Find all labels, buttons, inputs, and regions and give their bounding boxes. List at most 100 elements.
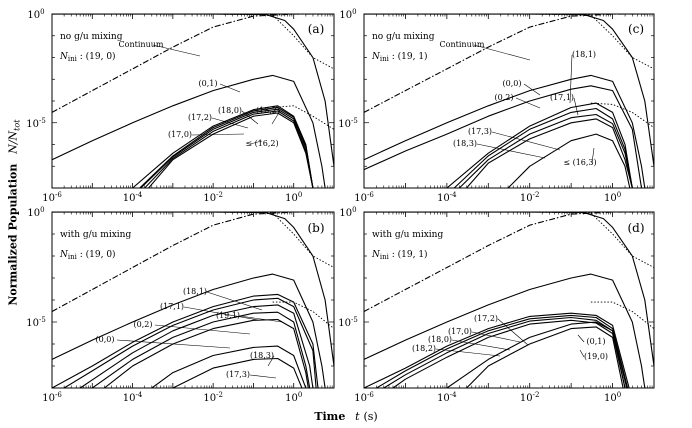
chart-panel-d: 10-6 10-4 10-2 100 100 10-5 with g/u mixing Nin… xyxy=(338,206,655,404)
x-tick-label: 10-4 xyxy=(437,391,457,404)
series-top-curve xyxy=(364,212,654,367)
leader-line xyxy=(154,324,251,335)
panel-label: (a) xyxy=(308,22,325,36)
panel-note-initial: Nini : (19, 1) xyxy=(371,249,428,261)
leader-line xyxy=(471,331,521,343)
series-18-3 xyxy=(151,345,307,388)
panel-note-mixing: with g/u mixing xyxy=(60,230,131,240)
series-17-0 xyxy=(376,314,629,388)
series-dotted-tail xyxy=(590,301,654,329)
x-tick-label: 100 xyxy=(285,191,302,204)
x-tick-label: 10-2 xyxy=(520,191,540,204)
x-axis-title: Time t (s) xyxy=(0,410,692,423)
curve-label-0-1: (0,1) xyxy=(199,79,218,88)
leader-line xyxy=(569,54,573,104)
curve-label-18-1: (18,1) xyxy=(572,50,596,59)
x-axis-title-text: Time xyxy=(314,410,346,423)
panel-note-initial: Nini : (19, 0) xyxy=(59,249,116,261)
y-tick-label: 100 xyxy=(27,206,44,219)
panel-label: (c) xyxy=(628,22,644,36)
series-continuum xyxy=(364,14,654,113)
y-tick-label: 10-5 xyxy=(338,316,358,329)
series-19-0 xyxy=(466,326,624,388)
x-tick-label: 10-4 xyxy=(437,191,457,204)
leader-line xyxy=(116,339,231,349)
leader-line xyxy=(523,83,541,96)
leader-line xyxy=(451,339,511,351)
leader-line xyxy=(267,355,275,367)
x-tick-label: 10-6 xyxy=(354,391,374,404)
chart-panel-b: 10-6 10-4 10-2 100 100 10-5 with g/u mixing Nin… xyxy=(26,206,335,404)
y-axis-title-sub: tot xyxy=(12,119,22,131)
series-17-3 xyxy=(458,113,633,188)
curve-label-16-3: ≤ (16,3) xyxy=(563,158,596,167)
series-upper-1 xyxy=(364,273,646,388)
leader-line xyxy=(249,140,263,145)
series-0-1 xyxy=(446,321,626,388)
series-18-1 xyxy=(446,102,633,188)
y-tick-label: 100 xyxy=(27,8,44,21)
curve-label-17-0: (17,0) xyxy=(448,327,472,336)
chart-panel-a: 10-6 10-4 10-2 100 100 10-5 no g/u mixing Nini … xyxy=(26,8,335,204)
curve-label-18-2: (18,2) xyxy=(256,106,280,115)
curve-label-continuum: Continuum xyxy=(119,40,164,49)
curve-label-19-1: (19,1) xyxy=(216,311,240,320)
series-top-curve xyxy=(364,14,654,167)
series-total-dotted xyxy=(52,14,334,70)
leader-line xyxy=(191,133,245,136)
leader-line xyxy=(515,97,541,109)
x-tick-label: 10-2 xyxy=(520,391,540,404)
panel-label: (d) xyxy=(627,221,644,235)
x-tick-label: 10-6 xyxy=(42,391,62,404)
curve-label-0-0: (0,0) xyxy=(96,335,115,344)
curve-label-17-0: (17,0) xyxy=(168,130,192,139)
leader-line xyxy=(183,306,259,321)
curve-label-17-3: (17,3) xyxy=(226,370,250,379)
curve-label-18-0: (18,0) xyxy=(218,106,242,115)
series-17-3 xyxy=(172,357,303,388)
leader-line xyxy=(271,110,281,125)
series-dotted-tail xyxy=(590,102,654,128)
series-17-2 xyxy=(140,108,314,188)
panel-label: (b) xyxy=(307,221,324,235)
series-0-0 xyxy=(104,318,309,388)
curve-label-18-3: (18,3) xyxy=(453,139,477,148)
series-continuum xyxy=(364,212,654,312)
series-total-dotted xyxy=(364,14,654,70)
series-dotted-tail xyxy=(272,105,334,130)
series-17-2 xyxy=(364,312,630,388)
curve-label-0-1: (0,1) xyxy=(587,337,606,346)
leader-line xyxy=(497,318,529,346)
series-dotted-tail xyxy=(272,301,334,329)
x-tick-label: 100 xyxy=(604,191,621,204)
chart-panel-c: 10-6 10-4 10-2 100 100 10-5 no g/u mixing Nini … xyxy=(338,8,655,204)
series-16-2 xyxy=(148,112,314,188)
series-continuum xyxy=(52,14,334,113)
leader-line xyxy=(573,97,579,116)
leader-line xyxy=(577,334,585,343)
leader-line xyxy=(476,143,546,159)
x-tick-label: 10-4 xyxy=(123,391,143,404)
y-tick-label: 10-5 xyxy=(338,117,358,130)
curve-label-17-1: (17,1) xyxy=(550,93,574,102)
curve-label-0-2: (0,2) xyxy=(134,320,153,329)
series-upper-1 xyxy=(52,273,326,388)
series-0-2 xyxy=(91,311,311,388)
series-19-1 xyxy=(79,304,314,388)
y-axis-title-text: Normalized Population xyxy=(6,163,20,306)
leader-line xyxy=(211,117,249,129)
x-tick-label: 10-2 xyxy=(203,191,223,204)
panel-note-mixing: no g/u mixing xyxy=(60,32,123,42)
leader-line xyxy=(239,315,283,323)
y-tick-label: 10-5 xyxy=(26,316,46,329)
series-17-1 xyxy=(453,107,633,188)
x-tick-label: 10-6 xyxy=(354,191,374,204)
curve-label-17-1: (17,1) xyxy=(160,302,184,311)
panel-note-initial: Nini : (19, 1) xyxy=(371,51,428,63)
series-17-1 xyxy=(63,297,317,388)
series-0-2 xyxy=(364,85,643,188)
series-top-curve xyxy=(52,212,334,367)
curve-label-18-3: (18,3) xyxy=(250,351,274,360)
leader-line xyxy=(491,131,561,151)
